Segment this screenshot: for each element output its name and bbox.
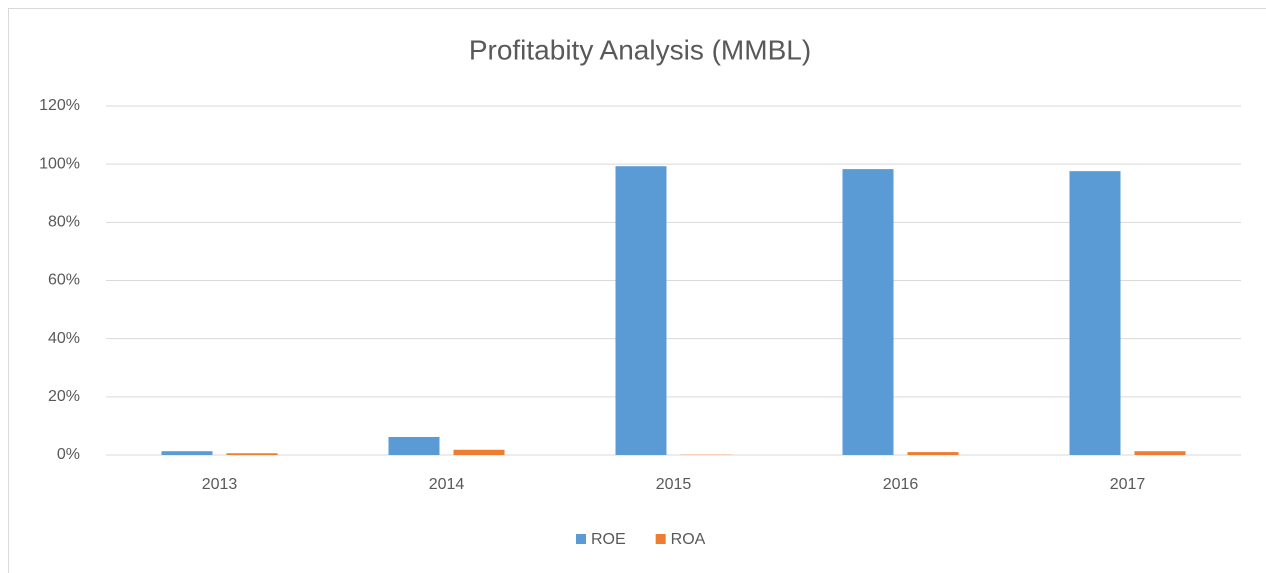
legend-label: ROA	[671, 531, 706, 548]
y-tick-label: 40%	[48, 330, 80, 347]
legend-swatch	[655, 534, 666, 544]
x-tick-label: 2015	[656, 476, 692, 493]
bar	[161, 451, 213, 455]
y-tick-label: 60%	[48, 272, 80, 289]
x-tick-label: 2017	[1110, 476, 1146, 493]
bar	[388, 436, 440, 455]
chart-border	[8, 8, 1266, 573]
x-tick-label: 2016	[883, 476, 919, 493]
y-tick-label: 100%	[39, 155, 80, 172]
y-tick-label: 80%	[48, 214, 80, 231]
bar	[453, 449, 505, 455]
bar	[1069, 171, 1121, 455]
legend-label: ROE	[591, 531, 626, 548]
x-tick-label: 2014	[429, 476, 465, 493]
legend-swatch	[576, 534, 586, 544]
y-tick-label: 0%	[57, 446, 80, 463]
bar	[615, 166, 667, 455]
x-tick-label: 2013	[202, 476, 238, 493]
bar	[907, 452, 959, 455]
chart-title: Profitabity Analysis (MMBL)	[469, 34, 811, 65]
bar	[226, 453, 278, 455]
bar	[1134, 451, 1186, 455]
y-tick-label: 20%	[48, 388, 80, 405]
bar	[842, 169, 894, 455]
y-tick-label: 120%	[39, 97, 80, 114]
